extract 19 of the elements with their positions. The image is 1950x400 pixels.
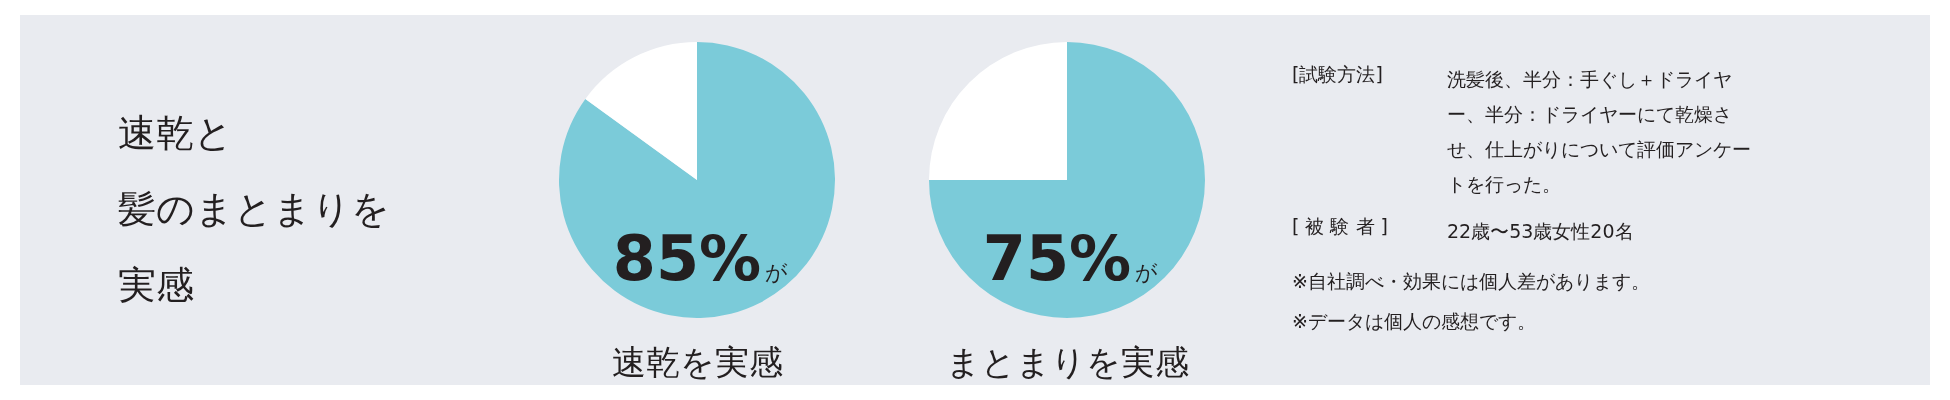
text: 髪のまとまりを — [118, 186, 390, 233]
text: ※データは個人の感想です。 — [1292, 309, 1537, 334]
text: ※自社調べ・効果には個人差があります。 — [1292, 269, 1651, 294]
pie-slice — [559, 42, 835, 318]
text: が — [1135, 260, 1159, 285]
pie-slice — [929, 42, 1205, 318]
text: 洗髪後、半分：手ぐし＋ドライヤー、半分：ドライヤーにて乾燥させ、仕上がりについて評価アンケートを行った。 — [1447, 67, 1752, 197]
pie-slice — [585, 42, 697, 180]
text: 22歳〜53歳女性20名 — [1447, 219, 1635, 244]
text: [試験方法] — [1292, 62, 1384, 87]
pie-slice — [929, 42, 1067, 180]
text: [ 被 験 者 ] — [1292, 214, 1389, 239]
text: 実感 — [118, 262, 195, 309]
text: 速乾を実感 — [611, 342, 783, 382]
data-label: 75% — [982, 222, 1132, 295]
data-label: 85% — [612, 222, 762, 295]
text: が — [765, 260, 789, 285]
text: 速乾と — [118, 110, 234, 157]
text: まとまりを実感 — [945, 342, 1189, 382]
